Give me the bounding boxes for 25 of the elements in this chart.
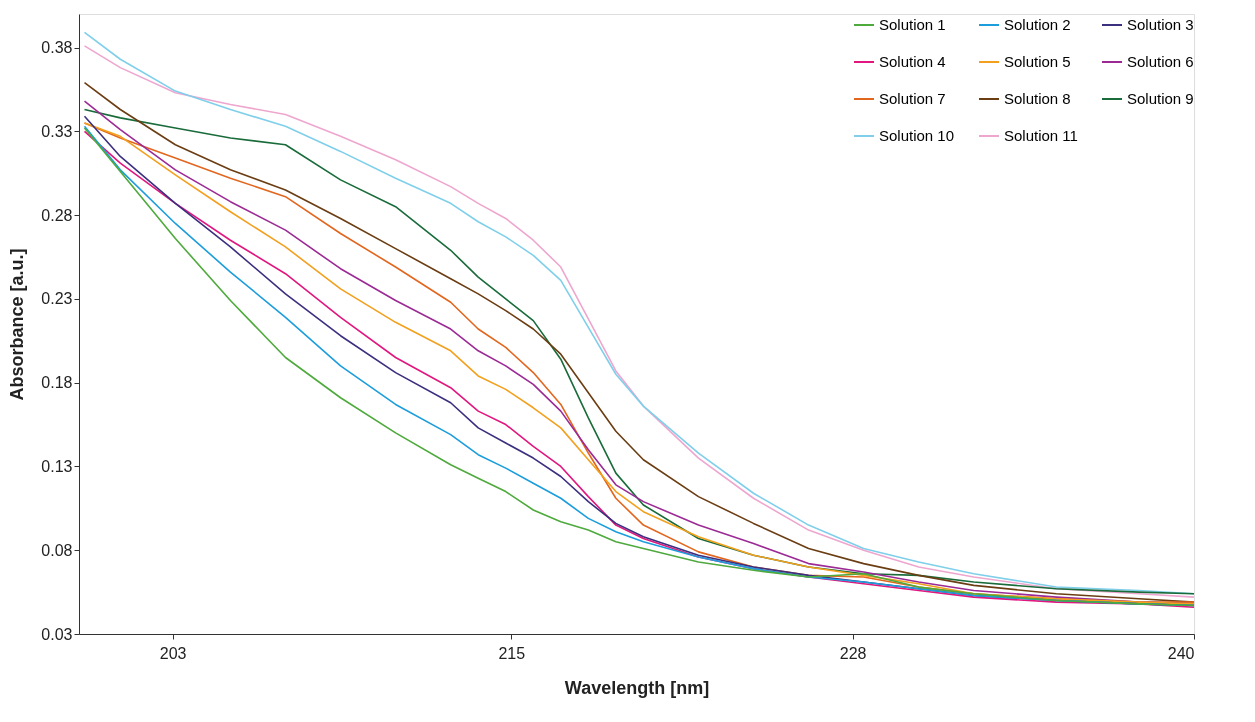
y-tick-label: 0.13 — [41, 457, 73, 475]
legend-label: Solution 8 — [1004, 90, 1071, 107]
legend-label: Solution 9 — [1127, 90, 1194, 107]
y-tick-label: 0.38 — [41, 39, 73, 57]
y-tick-label: 0.08 — [41, 541, 73, 559]
y-tick-label: 0.18 — [41, 374, 73, 392]
legend-label: Solution 2 — [1004, 16, 1071, 33]
x-tick-label: 203 — [159, 644, 187, 662]
y-tick-label: 0.23 — [41, 290, 73, 308]
legend-label: Solution 7 — [879, 90, 946, 107]
legend-label: Solution 1 — [879, 16, 946, 33]
legend-label: Solution 5 — [1004, 53, 1071, 70]
x-tick-label: 228 — [839, 644, 867, 662]
legend-label: Solution 3 — [1127, 16, 1194, 33]
y-tick-label: 0.33 — [41, 122, 73, 140]
y-tick-label: 0.28 — [41, 206, 73, 224]
x-tick-label: 240 — [1167, 644, 1195, 662]
x-tick-label: 215 — [498, 644, 526, 662]
x-axis-title: Wavelength [nm] — [564, 677, 710, 698]
legend-label: Solution 6 — [1127, 53, 1194, 70]
y-tick-label: 0.03 — [41, 625, 73, 643]
legend-label: Solution 11 — [1004, 127, 1078, 144]
legend-label: Solution 10 — [879, 127, 955, 144]
y-axis-title: Absorbance [a.u.] — [7, 248, 28, 401]
legend-label: Solution 4 — [879, 53, 946, 70]
